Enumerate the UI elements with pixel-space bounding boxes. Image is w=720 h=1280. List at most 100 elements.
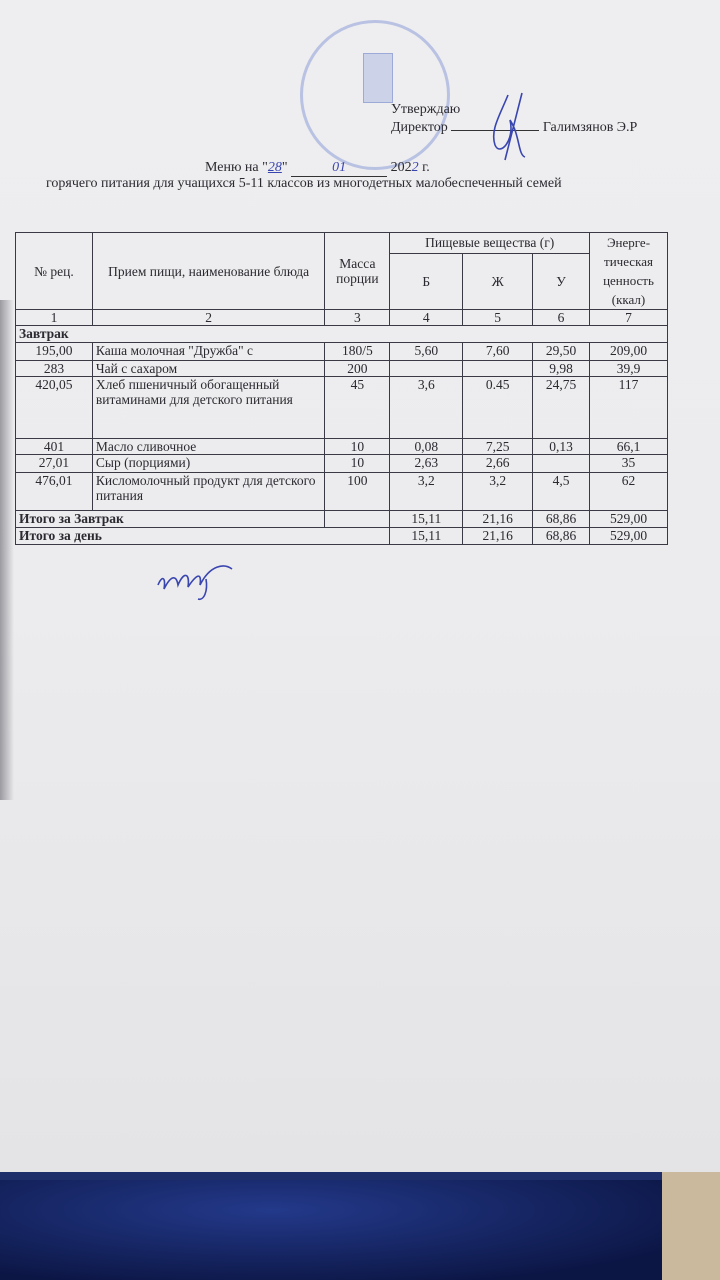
total-day-energy: 529,00 (589, 527, 668, 545)
table-row: 195,00 Каша молочная "Дружба" с 180/5 5,60 7… (15, 342, 668, 361)
fat: 7,25 (462, 438, 534, 455)
col-number: 2 (91, 309, 326, 326)
header-dish: Прием пищи, наименование блюда (91, 232, 326, 310)
dish-name: Хлеб пшеничный обогащенный витаминами дл… (91, 376, 326, 439)
total-u: 68,86 (532, 510, 590, 528)
column-numbers-row: 1 2 3 4 5 6 7 (15, 309, 668, 326)
year-suffix: г. (418, 160, 430, 175)
dish-name: Кисломолочный продукт для детского питан… (91, 472, 326, 511)
recipe-num: 401 (15, 438, 93, 455)
quote: " (281, 160, 288, 175)
carbs: 24,75 (532, 376, 590, 439)
protein: 3,6 (389, 376, 464, 439)
portion-mass: 10 (324, 438, 391, 455)
director-name: Галимзянов Э.Р (542, 120, 638, 135)
fat: 7,60 (462, 342, 534, 361)
dish-name: Масло сливочное (91, 438, 326, 455)
month-handwritten: 01 (291, 160, 388, 177)
year-handwritten: 2 (411, 160, 419, 175)
table-row: 401 Масло сливочное 10 0,08 7,25 0,13 66,1 (15, 438, 668, 455)
recipe-num: 476,01 (15, 472, 93, 511)
header-b: Б (389, 252, 464, 311)
carbs: 0,13 (532, 438, 590, 455)
day-handwritten: 28 (267, 160, 282, 175)
table-row: 420,05 Хлеб пшеничный обогащенный витамин… (15, 376, 668, 439)
energy: 117 (589, 376, 668, 439)
header-u: У (532, 252, 590, 311)
energy: 35 (589, 454, 668, 473)
portion-mass: 45 (324, 376, 391, 439)
total-b: 15,11 (389, 510, 464, 528)
protein: 3,2 (389, 472, 464, 511)
total-day-zh: 21,16 (462, 527, 534, 545)
portion-mass: 10 (324, 454, 391, 473)
col-number: 1 (15, 309, 93, 326)
portion-mass: 180/5 (324, 342, 391, 361)
school-stamp (300, 20, 450, 170)
header-energy: Энерге-тическая ценность (ккал) (589, 232, 668, 310)
recipe-num: 195,00 (15, 342, 93, 361)
total-label: Итого за Завтрак (14, 510, 326, 528)
total-zh: 21,16 (462, 510, 534, 528)
total-day-row: Итого за день 15,11 21,16 68,86 529,00 (14, 527, 668, 545)
carbs: 9,98 (532, 360, 590, 377)
total-energy: 529,00 (589, 510, 668, 528)
fat: 2,66 (462, 454, 534, 473)
fat: 0.45 (462, 376, 534, 439)
recipe-num: 27,01 (15, 454, 93, 473)
header-nutrients: Пищевые вещества (г) (389, 232, 590, 254)
col-number: 4 (389, 309, 464, 326)
signature-line (451, 130, 540, 131)
background-fabric (0, 1180, 680, 1280)
table-row: 283 Чай с сахаром 200 9,98 39,9 (15, 360, 668, 377)
col-number: 5 (462, 309, 534, 326)
recipe-num: 420,05 (15, 376, 93, 439)
table-row: 476,01 Кисломолочный продукт для детского… (15, 472, 668, 511)
energy: 66,1 (589, 438, 668, 455)
energy: 62 (589, 472, 668, 511)
total-breakfast-row: Итого за Завтрак 15,11 21,16 68,86 529,0… (14, 510, 668, 528)
header-num: № рец. (15, 232, 93, 310)
menu-prefix: Меню на " (205, 160, 268, 175)
menu-table: № рец. Прием пищи, наименование блюда Ма… (14, 232, 668, 545)
header-zh: Ж (462, 252, 534, 311)
protein: 2,63 (389, 454, 464, 473)
portion-mass: 200 (324, 360, 391, 377)
header-mass: Масса порции (324, 232, 391, 310)
recipe-num: 283 (15, 360, 93, 377)
col-number: 3 (324, 309, 391, 326)
table-row: 27,01 Сыр (порциями) 10 2,63 2,66 35 (15, 454, 668, 473)
energy: 39,9 (589, 360, 668, 377)
protein: 5,60 (389, 342, 464, 361)
total-day-b: 15,11 (389, 527, 464, 545)
protein (389, 360, 464, 377)
total-mass (324, 510, 391, 528)
menu-subtitle: горячего питания для учащихся 5-11 класс… (46, 176, 562, 191)
background-tile (662, 1172, 720, 1280)
fat (462, 360, 534, 377)
energy: 209,00 (589, 342, 668, 361)
total-day-u: 68,86 (532, 527, 590, 545)
col-number: 7 (589, 309, 668, 326)
carbs (532, 454, 590, 473)
portion-mass: 100 (324, 472, 391, 511)
carbs: 29,50 (532, 342, 590, 361)
col-number: 6 (532, 309, 590, 326)
paper-shadow (0, 300, 14, 800)
director-signature (492, 92, 526, 161)
fat: 3,2 (462, 472, 534, 511)
carbs: 4,5 (532, 472, 590, 511)
section-breakfast: Завтрак (15, 325, 668, 343)
total-day-label: Итого за день (14, 527, 391, 545)
dish-name: Сыр (порциями) (91, 454, 326, 473)
position-label: Директор (391, 120, 448, 135)
handwritten-signature (157, 565, 233, 601)
dish-name: Чай с сахаром (91, 360, 326, 377)
approve-label: Утверждаю (391, 102, 461, 117)
coat-of-arms-icon (363, 53, 393, 103)
year-prefix: 202 (390, 160, 412, 175)
menu-date: Меню на "28" 01 2022 г. (205, 160, 430, 177)
director-line: Директор Галимзянов Э.Р (391, 120, 637, 136)
dish-name: Каша молочная "Дружба" с (91, 342, 326, 361)
protein: 0,08 (389, 438, 464, 455)
